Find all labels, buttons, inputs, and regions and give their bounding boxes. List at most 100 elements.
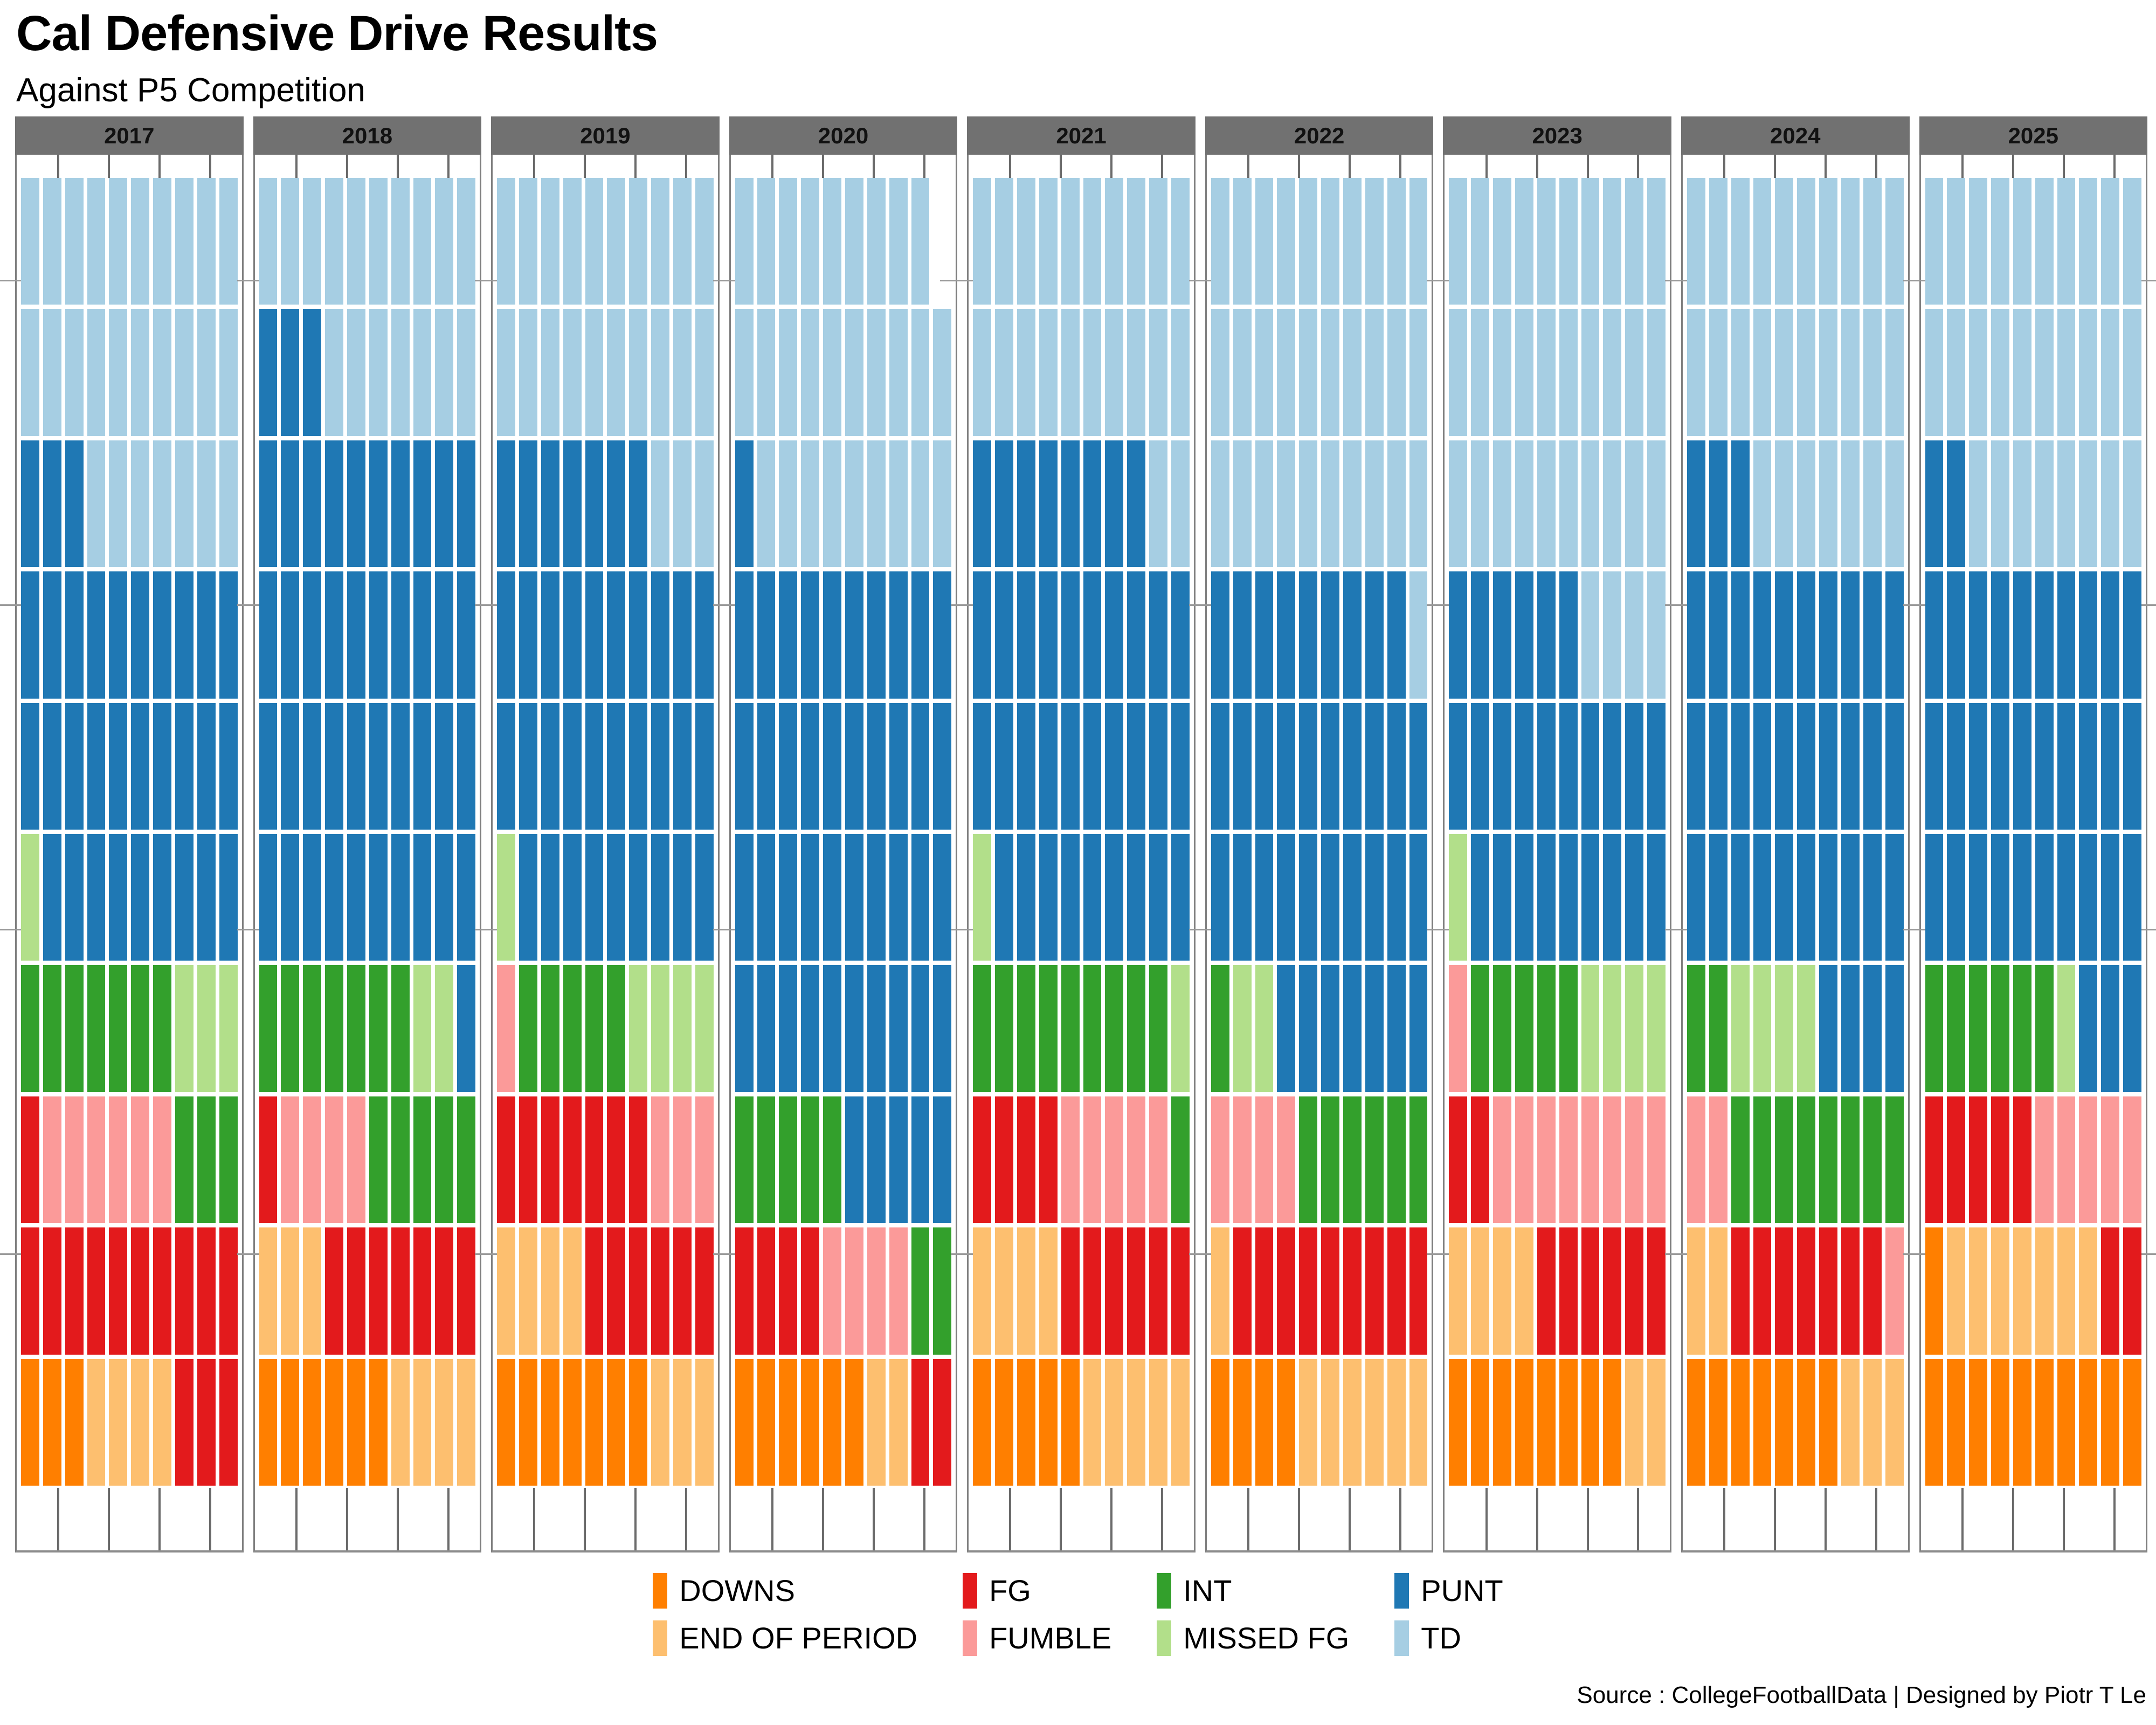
- facet-strip-label: 2017: [15, 116, 244, 155]
- waffle-cell-punt: [2057, 833, 2076, 961]
- waffle-cell-td: [21, 178, 39, 305]
- waffle-cell-int: [1687, 965, 1705, 1092]
- waffle-cell-td: [369, 178, 388, 305]
- waffle-cell-fumble: [1449, 965, 1468, 1092]
- waffle-cell-punt: [823, 833, 841, 961]
- waffle-cell-int: [801, 1096, 820, 1224]
- facets-container: 2017 2018 2019 2020 2021 2022 2023 2024 2025: [0, 116, 2156, 1552]
- x-gridline-tick: [158, 155, 161, 178]
- waffle-cell-punt: [347, 571, 365, 699]
- waffle-cell-td: [1603, 440, 1622, 568]
- waffle-cell-punt: [1211, 571, 1229, 699]
- waffle-cell-punt: [911, 965, 930, 1092]
- waffle-cell-punt: [1083, 702, 1102, 830]
- y-gridline-tick: [2130, 928, 2156, 930]
- waffle-cell-td: [1797, 440, 1816, 568]
- waffle-cell-punt: [1277, 965, 1296, 1092]
- waffle-cell-td: [1885, 178, 1904, 305]
- waffle-cell-punt: [1841, 965, 1860, 1092]
- waffle-cell-td: [175, 309, 194, 436]
- waffle-cell-td: [973, 309, 992, 436]
- waffle-cell-punt: [1797, 833, 1816, 961]
- waffle-cell-downs: [2057, 1358, 2076, 1486]
- waffle-cell-punt: [2013, 702, 2031, 830]
- waffle-cell-end-of-period: [1409, 1358, 1428, 1486]
- waffle-cell-fg: [109, 1227, 128, 1355]
- waffle-cell-punt: [1343, 702, 1362, 830]
- waffle-cell-fg: [911, 1358, 930, 1486]
- waffle-cell-punt: [457, 833, 476, 961]
- waffle-cell-fumble: [2079, 1096, 2098, 1224]
- waffle-cell-punt: [1603, 833, 1622, 961]
- waffle-cell-end-of-period: [673, 1358, 692, 1486]
- waffle-cell-td: [1753, 309, 1772, 436]
- waffle-cell-punt: [519, 702, 537, 830]
- waffle-cell-punt: [757, 702, 776, 830]
- x-gridline-tick: [584, 155, 586, 178]
- x-gridline-tick: [209, 1488, 212, 1550]
- waffle-cell-punt: [1925, 702, 1944, 830]
- waffle-cell-punt: [1321, 571, 1339, 699]
- waffle-cell-punt: [325, 702, 343, 830]
- waffle-cell-td: [1471, 178, 1490, 305]
- waffle-cell-fg: [457, 1227, 476, 1355]
- waffle-cell-punt: [2123, 702, 2142, 830]
- waffle-cell-fg: [175, 1358, 194, 1486]
- waffle-cell-end-of-period: [995, 1227, 1013, 1355]
- waffle-cell-punt: [1625, 833, 1644, 961]
- waffle-cell-missed-fg: [219, 965, 238, 1092]
- waffle-cell-punt: [845, 702, 863, 830]
- waffle-cell-int: [1947, 965, 1966, 1092]
- waffle-cell-td: [87, 440, 106, 568]
- waffle-cell-punt: [1149, 571, 1167, 699]
- waffle-cell-td: [779, 178, 798, 305]
- waffle-cell-td: [1885, 440, 1904, 568]
- waffle-cell-punt: [1925, 571, 1944, 699]
- waffle-cell-punt: [1731, 833, 1750, 961]
- waffle-cell-punt: [303, 702, 322, 830]
- waffle-cell-punt: [757, 965, 776, 1092]
- waffle-cell-fg: [87, 1227, 106, 1355]
- y-gridline-tick: [1664, 604, 1698, 606]
- waffle-cell-missed-fg: [651, 965, 669, 1092]
- waffle-cell-punt: [1863, 965, 1882, 1092]
- waffle-cell-td: [347, 309, 365, 436]
- waffle-cell-td: [2079, 440, 2098, 568]
- waffle-cell-td: [435, 309, 454, 436]
- waffle-cell-end-of-period: [1039, 1227, 1058, 1355]
- waffle-cell-fg: [607, 1096, 626, 1224]
- x-gridline-tick: [1875, 155, 1878, 178]
- waffle-cell-punt: [1819, 833, 1837, 961]
- waffle-cell-td: [2013, 309, 2031, 436]
- waffle-cell-punt: [1387, 965, 1406, 1092]
- waffle-cell-int: [1991, 965, 2009, 1092]
- waffle-cell-end-of-period: [541, 1227, 559, 1355]
- waffle-cell-missed-fg: [1731, 965, 1750, 1092]
- x-gridline-tick: [1825, 1488, 1827, 1550]
- waffle-cell-punt: [197, 702, 216, 830]
- waffle-cell-downs: [1969, 1358, 1988, 1486]
- waffle-cell-missed-fg: [435, 965, 454, 1092]
- waffle-cell-punt: [457, 965, 476, 1092]
- waffle-cell-td: [1947, 309, 1966, 436]
- waffle-cell-punt: [153, 702, 171, 830]
- waffle-cell-downs: [1603, 1358, 1622, 1486]
- waffle-grid: [21, 178, 238, 1486]
- waffle-cell-td: [65, 178, 84, 305]
- x-gridline-tick: [396, 1488, 399, 1550]
- x-gridline-tick: [685, 155, 688, 178]
- waffle-cell-missed-fg: [1625, 965, 1644, 1092]
- waffle-cell-int: [1969, 965, 1988, 1092]
- facet-panel: [475, 155, 736, 1552]
- y-gridline-tick: [1427, 1253, 1461, 1255]
- waffle-cell-td: [1647, 178, 1666, 305]
- waffle-cell-punt: [541, 833, 559, 961]
- waffle-cell-downs: [801, 1358, 820, 1486]
- waffle-cell-punt: [109, 702, 128, 830]
- x-gridline-tick: [2012, 1488, 2014, 1550]
- waffle-cell-td: [1515, 178, 1533, 305]
- waffle-cell-td: [325, 178, 343, 305]
- waffle-cell-punt: [585, 702, 604, 830]
- waffle-cell-fumble: [131, 1096, 150, 1224]
- waffle-cell-end-of-period: [1387, 1358, 1406, 1486]
